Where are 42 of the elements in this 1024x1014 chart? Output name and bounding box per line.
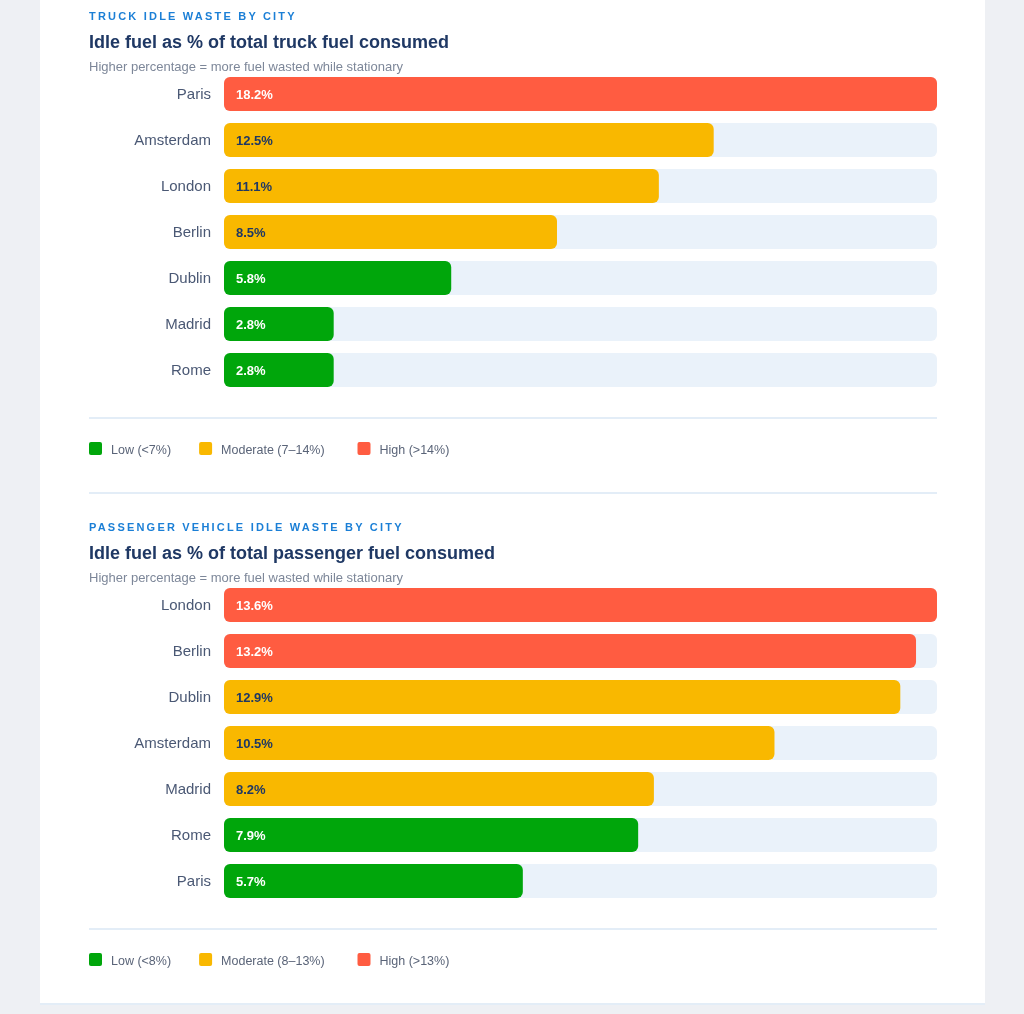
data-label: 2.8%: [236, 363, 267, 378]
y-tick-label: Berlin: [172, 642, 211, 659]
data-label: 10.5%: [236, 736, 274, 751]
data-label: 8.5%: [236, 225, 267, 240]
text: PASSENGER VEHICLE IDLE WASTE BY CITY: [89, 521, 404, 533]
y-tick-label: Paris: [176, 85, 211, 102]
y-tick-label: London: [160, 596, 211, 613]
data-label: 18.2%: [236, 87, 274, 102]
legend-label: High (>13%): [379, 953, 450, 968]
bar: [224, 307, 334, 341]
data-label: 12.9%: [236, 690, 274, 705]
legend-label: Low (<8%): [111, 953, 172, 968]
legend-label: High (>14%): [379, 442, 450, 457]
y-tick-label: Dublin: [168, 269, 211, 286]
y-tick-label: Berlin: [172, 223, 211, 240]
data-label: 11.1%: [236, 179, 273, 194]
y-tick-label: London: [160, 177, 211, 194]
y-tick-label: Amsterdam: [134, 131, 211, 148]
data-label: 12.5%: [236, 133, 274, 148]
legend-label: Low (<7%): [111, 442, 172, 457]
data-label: 5.7%: [236, 874, 267, 889]
legend-label: Moderate (7–14%): [221, 442, 325, 457]
y-tick-label: Rome: [170, 361, 211, 378]
y-tick-label: Paris: [176, 872, 211, 889]
y-tick-label: Amsterdam: [134, 734, 211, 751]
y-tick-label: Madrid: [165, 780, 211, 797]
legend-label: Moderate (8–13%): [221, 953, 325, 968]
data-label: 13.2%: [236, 644, 274, 659]
bar: [224, 353, 334, 387]
data-label: 8.2%: [236, 782, 267, 797]
data-label: 2.8%: [236, 317, 267, 332]
text: TRUCK IDLE WASTE BY CITY: [89, 10, 297, 22]
data-label: 7.9%: [236, 828, 267, 843]
chart-subtitle: Higher percentage = more fuel wasted while stationary: [89, 570, 404, 585]
data-label: 5.8%: [236, 271, 267, 286]
y-tick-label: Rome: [170, 826, 211, 843]
y-tick-label: Dublin: [168, 688, 211, 705]
chart-subtitle: Higher percentage = more fuel wasted while stationary: [89, 59, 404, 74]
chart-title: Idle fuel as % of total truck fuel consumed: [89, 32, 450, 52]
data-label: 13.6%: [236, 598, 274, 613]
chart-title: Idle fuel as % of total passenger fuel consumed: [89, 543, 496, 563]
y-tick-label: Madrid: [165, 315, 211, 332]
